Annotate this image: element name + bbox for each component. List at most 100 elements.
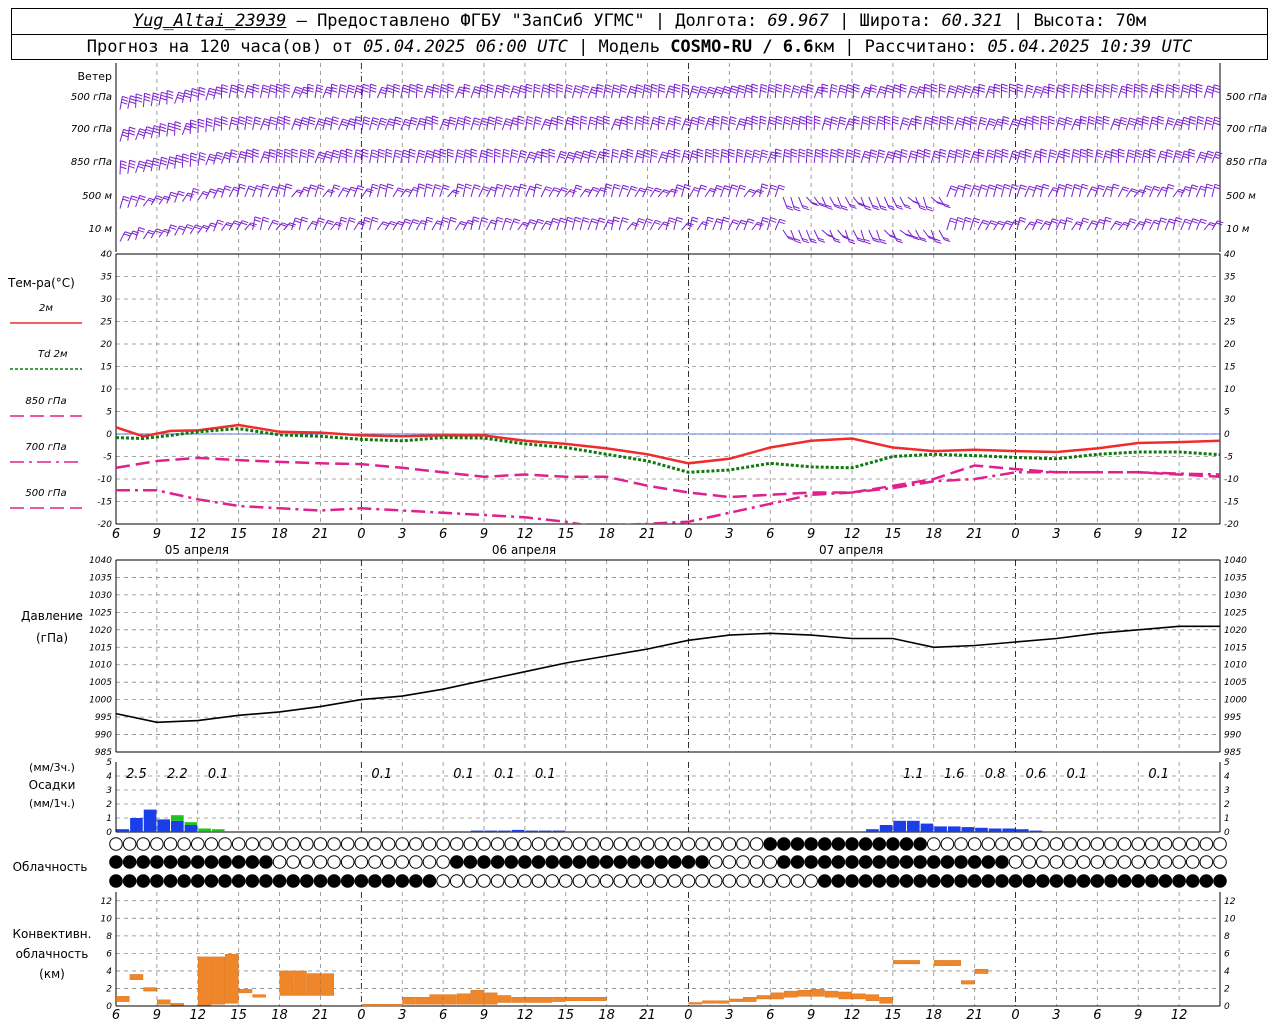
wind-barb-feather (362, 122, 370, 126)
wind-barb-shaft (501, 218, 507, 231)
calc-label: | Рассчитано: (833, 37, 988, 57)
wind-barb-feather (354, 122, 362, 125)
wind-barb-feather (1080, 118, 1087, 122)
cloud-symbol (259, 874, 273, 888)
wind-barb-feather (621, 219, 629, 223)
wind-barb-shaft (1078, 217, 1084, 231)
wind-barb-shaft (954, 149, 958, 164)
wind-barb-shaft (595, 116, 598, 131)
wind-barb-feather (481, 120, 488, 124)
wind-barb-feather (931, 89, 938, 93)
wind-barb-shaft (353, 149, 357, 164)
wind-barb-shaft (899, 117, 904, 131)
wind-barb-feather (1130, 218, 1137, 222)
wind-barb-shaft (252, 84, 254, 99)
wind-barb-feather (949, 87, 956, 91)
wind-barb-shaft (244, 185, 250, 198)
wind-barb-feather (760, 115, 767, 119)
conv-bar (811, 989, 825, 997)
wind-barb-shaft (571, 85, 577, 99)
wind-barb-feather (394, 122, 401, 126)
conv-bar (797, 990, 812, 997)
wind-barb-feather (948, 155, 955, 159)
wind-barb-feather (154, 125, 161, 129)
wind-barb-feather (355, 152, 362, 156)
wind-barb-feather (668, 219, 675, 223)
wind-barb-feather (1142, 115, 1150, 119)
wind-barb-feather (986, 155, 994, 159)
wind-barb-feather (846, 155, 853, 158)
wind-barb-feather (654, 189, 661, 193)
wind-barb-shaft (431, 184, 436, 198)
wind-barb-feather (834, 240, 841, 244)
wind-barb-shaft (470, 117, 475, 131)
wind-barb-feather (970, 118, 978, 122)
wind-barb-shaft (314, 151, 320, 164)
wind-barb-feather (1190, 84, 1197, 88)
wind-barb-shaft (244, 85, 249, 99)
wind-barb-feather (199, 86, 206, 90)
wind-barb-shaft (1188, 116, 1191, 131)
cloud-symbol (627, 837, 641, 851)
wind-barb-feather (925, 119, 932, 123)
wind-barb-feather (745, 152, 753, 156)
cloud-symbol (749, 837, 764, 851)
wind-barb-feather (1197, 118, 1204, 122)
wind-barb-shaft (688, 217, 693, 231)
wind-barb-feather (584, 190, 591, 194)
wind-barb-shaft (626, 86, 632, 99)
wind-barb-feather (591, 220, 598, 224)
wind-barb-feather (775, 154, 782, 158)
wind-barb-shaft (743, 116, 748, 131)
wind-barb-feather (856, 237, 864, 241)
wind-barb-shaft (556, 187, 563, 198)
wind-barb-shaft (961, 149, 966, 164)
wind-barb-feather (326, 86, 334, 90)
wind-barb-feather (692, 216, 699, 220)
wind-barb-shaft (1094, 219, 1101, 231)
wind-barb-shaft (579, 85, 584, 99)
wind-barb-feather (806, 115, 813, 119)
wind-barb-feather (318, 154, 325, 157)
wind-barb-feather (988, 187, 995, 190)
wind-barb-feather (1166, 87, 1173, 90)
wind-barb-feather (362, 154, 369, 158)
wind-barb-feather (1032, 118, 1040, 122)
precip-bar (184, 822, 198, 825)
wind-barb-shaft (860, 87, 866, 99)
wind-barb-feather (1091, 222, 1098, 226)
wind-barb-shaft (782, 149, 786, 164)
wind-barb-feather (1080, 154, 1087, 158)
wind-barb-feather (691, 90, 698, 94)
wind-barb-feather (840, 116, 847, 120)
wind-barb-feather (854, 148, 861, 152)
series-t700 (116, 471, 1220, 524)
wind-barb-feather (955, 155, 962, 158)
wind-barb-shaft (1078, 149, 1082, 164)
wind-barb-feather (270, 84, 277, 88)
cloud-symbol (599, 874, 614, 888)
wind-barb-feather (192, 88, 199, 91)
wind-barb-feather (402, 152, 410, 156)
cloud-symbol (1049, 855, 1064, 869)
wind-barb-feather (1095, 121, 1103, 125)
wind-barb-feather (332, 116, 339, 120)
wind-barb-feather (138, 130, 146, 134)
cloud-symbol (422, 837, 437, 851)
x-tick-label-bottom: 15 (230, 1008, 247, 1023)
cloud-symbol (1104, 837, 1118, 851)
wind-barb-shaft (408, 117, 413, 131)
lat-value: 60.321 (941, 11, 1003, 31)
wind-barb-feather (1082, 217, 1090, 221)
wind-barb-shaft (462, 84, 465, 99)
wind-barb-feather (1001, 154, 1009, 158)
wind-barb-feather (1128, 122, 1135, 126)
wind-barb-feather (433, 83, 440, 87)
wind-barb-feather (626, 118, 634, 122)
wind-barb-feather (166, 93, 174, 97)
wind-barb-feather (697, 154, 704, 158)
wind-barb-feather (137, 133, 145, 137)
wind-barb-feather (627, 151, 634, 155)
wind-barb-feather (1028, 188, 1035, 192)
wind-barb-feather (644, 87, 651, 91)
